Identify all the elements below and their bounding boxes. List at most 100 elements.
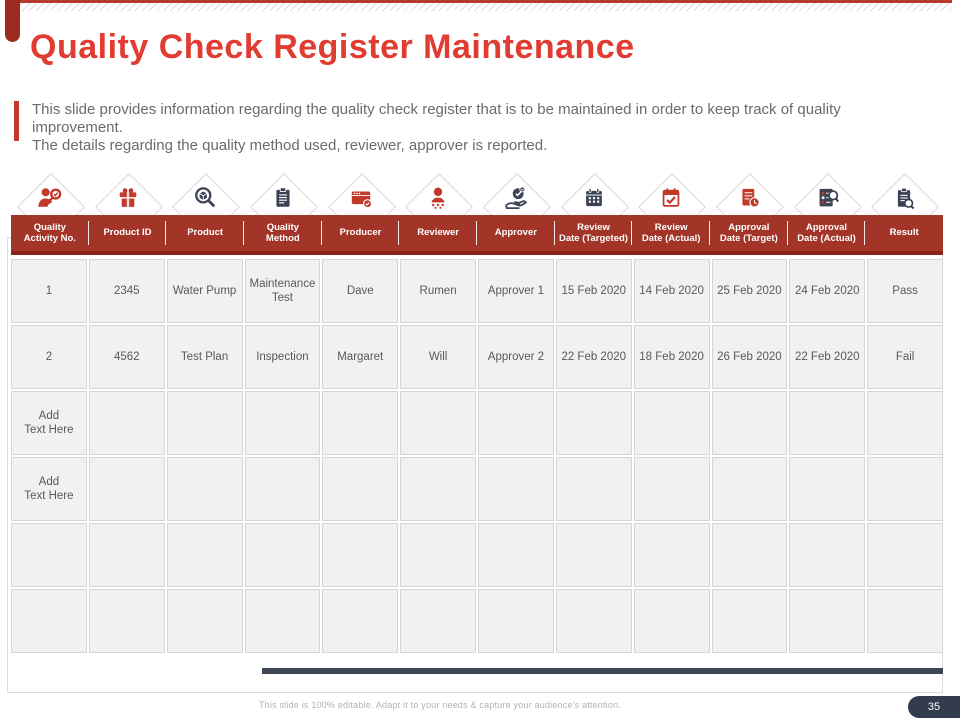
table-row — [11, 523, 943, 587]
person-target-icon — [36, 184, 64, 212]
table-cell — [11, 523, 87, 587]
header-cell: Quality Activity No. — [11, 215, 89, 251]
table-cell — [244, 457, 321, 521]
table-cell: 2 — [11, 325, 87, 389]
header-cell: Approver — [477, 215, 555, 251]
calendar-check-icon — [657, 184, 685, 212]
table-cell — [633, 523, 710, 587]
table-cell — [400, 457, 476, 521]
table-cell: Approver 2 — [478, 325, 554, 389]
table-cell — [711, 589, 788, 653]
table-cell: Approver 1 — [478, 259, 554, 323]
table-cell: 15 Feb 2020 — [555, 259, 632, 323]
table-row: 2 4562 Test Plan Inspection Margaret Will Appr… — [11, 325, 943, 389]
table-cell — [322, 457, 399, 521]
table-cell — [711, 391, 788, 455]
top-decorative-strip — [8, 0, 952, 11]
table-cell — [166, 391, 243, 455]
table-cell — [88, 391, 165, 455]
table-cell — [555, 589, 632, 653]
table-cell — [789, 457, 866, 521]
header-cell: Review Date (Targeted) — [555, 215, 633, 251]
corner-bookmark-tab — [5, 0, 20, 42]
table-cell — [867, 523, 943, 587]
header-cell: Reviewer — [399, 215, 477, 251]
table-row: Add Text Here — [11, 391, 943, 455]
header-cell: Approval Date (Actual) — [788, 215, 866, 251]
table-cell: 22 Feb 2020 — [789, 325, 866, 389]
table-cell: 4562 — [88, 325, 165, 389]
page-title: Quality Check Register Maintenance — [30, 28, 635, 66]
table-cell — [244, 589, 321, 653]
clipboard-icon — [269, 184, 297, 212]
table-cell — [166, 589, 243, 653]
table-cell — [867, 457, 943, 521]
table-cell: 22 Feb 2020 — [555, 325, 632, 389]
table-cell — [555, 391, 632, 455]
table-cell — [711, 523, 788, 587]
header-cell: Producer — [322, 215, 400, 251]
table-cell — [244, 391, 321, 455]
table-cell: Pass — [867, 259, 943, 323]
table-cell — [322, 523, 399, 587]
person-network-icon — [424, 184, 452, 212]
table-cell — [400, 589, 476, 653]
card-badge-icon — [347, 184, 375, 212]
table-cell: 18 Feb 2020 — [633, 325, 710, 389]
calendar-icon — [580, 184, 608, 212]
header-cell: Product — [166, 215, 244, 251]
table-cell — [244, 523, 321, 587]
table-cell — [400, 391, 476, 455]
table-header-row: Quality Activity No. Product ID Product Qua… — [11, 215, 943, 255]
table-cell — [789, 589, 866, 653]
table-cell: 1 — [11, 259, 87, 323]
table-cell: 26 Feb 2020 — [711, 325, 788, 389]
header-cell: Review Date (Actual) — [632, 215, 710, 251]
clipboard-search-icon — [890, 184, 918, 212]
header-cell: Quality Method — [244, 215, 322, 251]
document-search-icon — [813, 184, 841, 212]
table-cell — [88, 457, 165, 521]
hand-check-icon — [502, 184, 530, 212]
table-cell: Water Pump — [166, 259, 243, 323]
table-cell: 24 Feb 2020 — [789, 259, 866, 323]
description-block: This slide provides information regardin… — [14, 101, 932, 155]
table-cell: 2345 — [88, 259, 165, 323]
table-cell — [478, 391, 554, 455]
table-cell: Maintenance Test — [244, 259, 321, 323]
table-cell — [88, 589, 165, 653]
table-cell[interactable]: Add Text Here — [11, 391, 87, 455]
table-cell — [789, 391, 866, 455]
table-cell — [166, 457, 243, 521]
table-cell — [789, 523, 866, 587]
table-cell: Will — [400, 325, 476, 389]
table-cell — [166, 523, 243, 587]
description-text: This slide provides information regardin… — [32, 101, 841, 154]
table-cell: Dave — [322, 259, 399, 323]
table-cell — [555, 523, 632, 587]
table-cell: Fail — [867, 325, 943, 389]
page-number-badge: 35 — [908, 696, 960, 718]
table-cell — [478, 523, 554, 587]
table-cell — [322, 391, 399, 455]
table-cell — [400, 523, 476, 587]
table-row: Add Text Here — [11, 457, 943, 521]
table-cell — [555, 457, 632, 521]
table-cell — [11, 589, 87, 653]
page-number: 35 — [927, 701, 941, 713]
table-cell — [711, 457, 788, 521]
register-table: 1 2345 Water Pump Maintenance Test Dave Rumen… — [11, 259, 943, 655]
table-cell — [633, 589, 710, 653]
search-product-icon — [191, 184, 219, 212]
table-row — [11, 589, 943, 653]
table-row: 1 2345 Water Pump Maintenance Test Dave Rumen… — [11, 259, 943, 323]
description-accent-bar — [14, 101, 19, 141]
table-cell: 14 Feb 2020 — [633, 259, 710, 323]
table-cell: Rumen — [400, 259, 476, 323]
header-cell: Approval Date (Target) — [710, 215, 788, 251]
table-underline-bar — [262, 668, 943, 674]
table-cell[interactable]: Add Text Here — [11, 457, 87, 521]
table-cell: Test Plan — [166, 325, 243, 389]
table-cell — [88, 523, 165, 587]
